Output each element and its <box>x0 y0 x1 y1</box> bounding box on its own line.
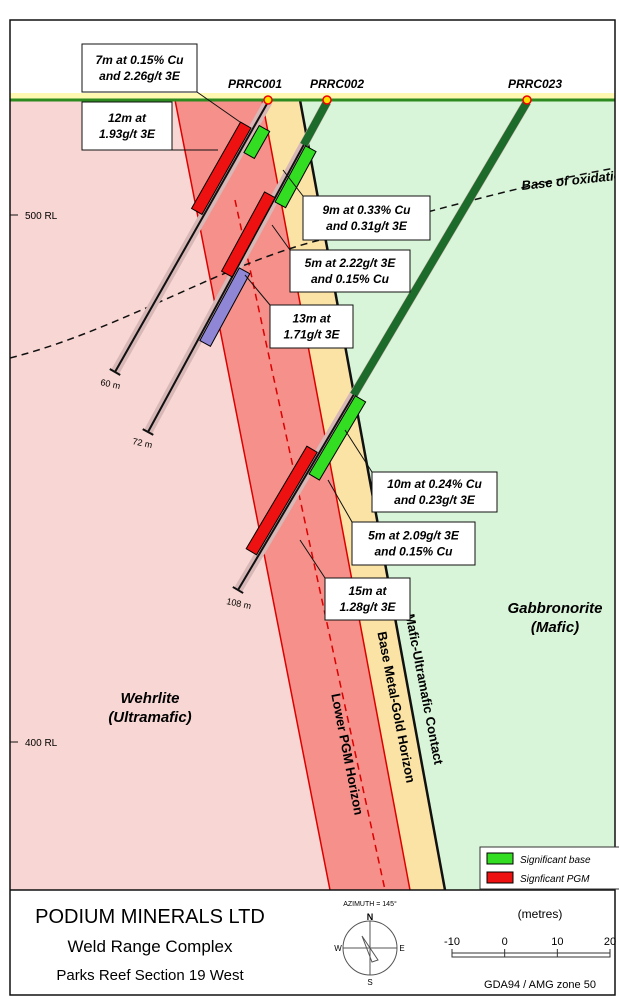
box-line: 13m at <box>292 312 331 326</box>
box-frame <box>289 249 411 293</box>
hole-label: PRRC002 <box>310 77 364 91</box>
compass-s: S <box>367 978 372 987</box>
intercept-box: 10m at 0.24% Cu and 0.23g/t 3E <box>371 471 498 513</box>
hole-label: PRRC023 <box>508 77 562 91</box>
legend-swatch <box>486 852 514 865</box>
box-frame <box>302 195 431 241</box>
collar <box>263 95 273 105</box>
intercept-bar <box>243 124 271 160</box>
intercept-bar <box>220 191 276 278</box>
box-line: 9m at 0.33% Cu <box>322 203 411 217</box>
box-frame <box>324 577 411 621</box>
hole-depth: 60 m <box>100 377 122 391</box>
intercept-bar <box>274 145 317 209</box>
unit-label: (Ultramafic) <box>108 709 191 726</box>
company: PODIUM MINERALS LTD <box>35 906 265 928</box>
callout-line <box>344 429 373 473</box>
unit-label: (Mafic) <box>531 619 579 636</box>
unit-label: Gabbronorite <box>507 600 602 617</box>
box-frame <box>81 43 198 93</box>
intercept-bar <box>199 267 251 347</box>
callout-line <box>299 539 326 579</box>
box-line: 10m at 0.24% Cu <box>387 477 482 491</box>
title-block: PODIUM MINERALS LTD Weld Range Complex P… <box>35 900 611 991</box>
box-line: and 0.15% Cu <box>374 545 453 559</box>
box-line: and 2.26g/t 3E <box>99 69 181 83</box>
scale-label: 0 <box>502 936 508 948</box>
box-line: 1.71g/t 3E <box>283 328 340 342</box>
box-line: 1.93g/t 3E <box>99 127 156 141</box>
box-frame <box>81 101 173 151</box>
intercept-box: 9m at 0.33% Cu and 0.31g/t 3E <box>302 195 431 241</box>
datum: GDA94 / AMG zone 50 <box>484 979 596 991</box>
scale-label: 20 <box>604 936 616 948</box>
azimuth: AZIMUTH = 145° <box>343 900 397 908</box>
rl-label: 400 RL <box>25 738 58 749</box>
legend: Significant base Signficant PGM <box>479 846 619 890</box>
intercept-bar <box>245 445 318 556</box>
callout-line <box>244 274 271 306</box>
callout-line <box>271 224 291 251</box>
hole-label: PRRC001 <box>228 77 282 91</box>
section-name: Parks Reef Section 19 West <box>56 967 244 984</box>
intercept-bar <box>308 395 367 481</box>
hole-end <box>109 368 121 376</box>
compass-w: W <box>334 944 342 953</box>
hole-depth: 72 m <box>132 436 154 450</box>
intercept-box: 13m at 1.71g/t 3E <box>269 304 354 349</box>
box-frame <box>351 521 476 566</box>
box-line: 1.28g/t 3E <box>339 600 396 614</box>
box-line: 5m at 2.09g/t 3E <box>368 529 460 543</box>
collar <box>322 95 332 105</box>
box-line: 7m at 0.15% Cu <box>95 53 184 67</box>
unit-label: Wehrlite <box>121 690 180 707</box>
rl-label: 500 RL <box>25 211 58 222</box>
intercept-box: 5m at 2.22g/t 3E and 0.15% Cu <box>289 249 411 293</box>
callout-line <box>282 169 304 197</box>
callout-line <box>327 479 353 523</box>
callout-line <box>196 91 241 123</box>
intercept-box: 5m at 2.09g/t 3E and 0.15% Cu <box>351 521 476 566</box>
project: Weld Range Complex <box>67 937 233 956</box>
scale-unit: (metres) <box>518 907 563 921</box>
frame <box>9 19 616 996</box>
scale-label: 10 <box>551 936 563 948</box>
hole-casing <box>350 99 531 397</box>
intercept-box: 12m at 1.93g/t 3E <box>81 101 173 151</box>
base-metal-zone <box>262 100 445 890</box>
intercept-box: 7m at 0.15% Cu and 2.26g/t 3E <box>81 43 198 93</box>
scale-label: -10 <box>444 936 460 948</box>
hole-line <box>114 101 269 373</box>
box-line: 15m at <box>348 584 387 598</box>
box-line: 12m at <box>108 111 147 125</box>
box-frame <box>269 304 354 349</box>
surface-fill <box>10 93 615 100</box>
box-line: and 0.31g/t 3E <box>326 219 408 233</box>
collar <box>522 95 532 105</box>
box-frame <box>371 471 498 513</box>
legend-swatch <box>486 871 514 884</box>
hole-casing <box>300 100 331 147</box>
box-line: 5m at 2.22g/t 3E <box>305 256 397 270</box>
compass-e: E <box>399 944 404 953</box>
intercept-bar <box>190 121 252 216</box>
box-line: and 0.15% Cu <box>311 272 390 286</box>
pgm-boundary <box>174 99 331 890</box>
legend-label: Signficant PGM <box>520 874 590 885</box>
compass-n: N <box>367 912 374 922</box>
scale-bar <box>451 952 611 958</box>
box-line: and 0.23g/t 3E <box>394 493 476 507</box>
intercept-box: 15m at 1.28g/t 3E <box>324 577 411 621</box>
compass-needle <box>361 935 379 963</box>
legend-label: Significant base <box>520 855 591 866</box>
hole-end <box>142 428 154 436</box>
hole-end <box>232 586 244 594</box>
pgm-dashed <box>234 199 386 890</box>
